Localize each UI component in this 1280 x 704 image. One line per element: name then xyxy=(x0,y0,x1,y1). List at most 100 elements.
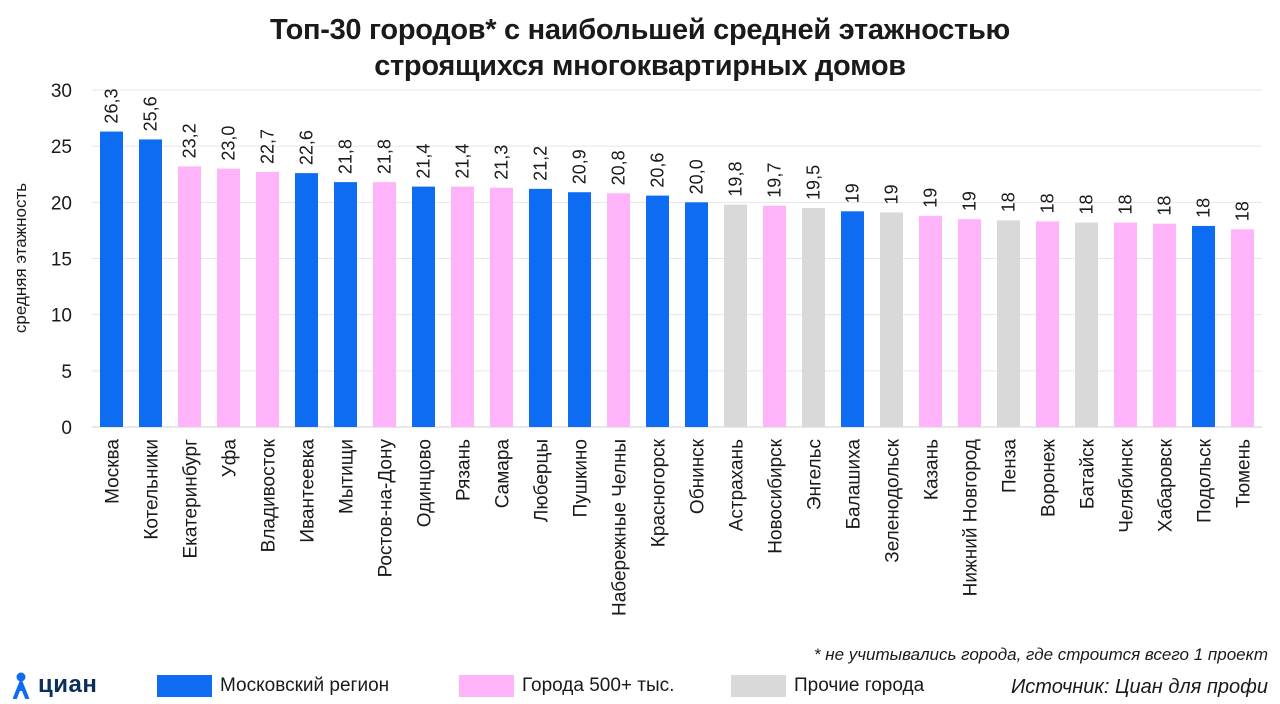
bar xyxy=(1114,222,1137,427)
x-tick-label: Одинцово xyxy=(415,439,436,527)
x-tick-label: Москва xyxy=(103,439,124,504)
bar xyxy=(919,215,942,427)
data-label: 20,8 xyxy=(609,150,629,185)
bar xyxy=(490,187,513,427)
cian-logo: циан xyxy=(8,666,97,704)
x-tick-label: Екатеринбург xyxy=(181,439,202,559)
data-label: 20,9 xyxy=(570,149,590,184)
data-label: 19 xyxy=(921,188,941,208)
data-label: 18 xyxy=(1116,195,1136,215)
bar xyxy=(295,173,318,427)
x-tick-label: Зеленодольск xyxy=(883,438,904,562)
bar xyxy=(724,204,747,427)
bar xyxy=(217,168,240,427)
bar xyxy=(958,219,981,427)
data-label: 19,5 xyxy=(804,165,824,200)
x-tick-label: Воронеж xyxy=(1039,439,1060,517)
data-label: 23,2 xyxy=(180,123,200,158)
x-tick-label: Астрахань xyxy=(727,439,748,531)
x-tick-label: Казань xyxy=(922,439,943,500)
bar xyxy=(1231,229,1254,427)
data-label: 18 xyxy=(1194,198,1214,218)
data-label: 18 xyxy=(1233,201,1253,221)
data-label: 21,8 xyxy=(336,139,356,174)
data-label: 21,8 xyxy=(375,139,395,174)
bar xyxy=(529,188,552,427)
x-tick-label: Обнинск xyxy=(688,438,709,514)
y-tick-label: 10 xyxy=(51,306,72,327)
legend-label-moscow: Московский регион xyxy=(220,675,390,696)
legend-swatch-other xyxy=(731,675,786,697)
bar xyxy=(568,192,591,427)
y-tick-label: 20 xyxy=(51,193,72,214)
bar xyxy=(763,205,786,427)
x-tick-label: Балашиха xyxy=(844,439,865,530)
y-tick-label: 0 xyxy=(61,418,72,439)
data-label: 21,4 xyxy=(453,144,473,179)
x-tick-label: Набережные Челны xyxy=(610,439,631,616)
y-tick-label: 15 xyxy=(51,250,72,271)
x-tick-label: Рязань xyxy=(454,439,475,501)
x-tick-label: Новосибирск xyxy=(766,438,787,553)
bar xyxy=(139,139,162,427)
x-tick-label: Батайск xyxy=(1078,438,1099,509)
bar xyxy=(256,172,279,427)
bar xyxy=(412,186,435,427)
bar xyxy=(802,207,825,427)
bar xyxy=(997,220,1020,427)
data-label: 23,0 xyxy=(219,126,239,161)
bar xyxy=(607,193,630,427)
chart-title-line2: строящихся многоквартирных домов xyxy=(374,50,906,82)
bar xyxy=(373,182,396,427)
bar-chart: 0 5 10 15 20 25 30 средняя этажность 26,3 Москва 2… xyxy=(11,81,1262,616)
y-tick-label: 30 xyxy=(51,81,72,102)
bar xyxy=(1036,221,1059,427)
x-tick-label: Тюмень xyxy=(1234,439,1255,508)
x-tick-label: Котельники xyxy=(142,439,163,540)
data-label: 21,4 xyxy=(414,144,434,179)
source-note: Источник: Циан для профи xyxy=(1010,676,1268,698)
legend-swatch-moscow xyxy=(157,675,212,697)
data-label: 20,6 xyxy=(648,153,668,188)
x-tick-label: Уфа xyxy=(220,439,241,478)
x-tick-label: Ростов-на-Дону xyxy=(376,439,397,578)
y-tick-label: 25 xyxy=(51,137,72,158)
data-label: 21,2 xyxy=(531,146,551,181)
x-tick-label: Хабаровск xyxy=(1156,438,1177,532)
x-tick-label: Подольск xyxy=(1195,438,1216,523)
x-tick-label: Ивантеевка xyxy=(298,439,319,543)
chart-title: Топ-30 городов* с наибольшей средней эта… xyxy=(0,12,1280,84)
x-tick-label: Владивосток xyxy=(259,438,280,552)
legend-item-big: Города 500+ тыс. xyxy=(459,675,674,697)
x-tick-label: Красногорск xyxy=(649,438,670,547)
data-label: 18 xyxy=(1155,196,1175,216)
cian-logo-text: циан xyxy=(38,671,98,698)
bar xyxy=(646,195,669,427)
data-label: 19 xyxy=(882,184,902,204)
x-tick-label: Челябинск xyxy=(1117,438,1138,532)
legend-item-moscow: Московский регион xyxy=(157,675,389,697)
bar xyxy=(1153,223,1176,427)
bar xyxy=(451,186,474,427)
bar xyxy=(841,211,864,427)
bar xyxy=(1075,222,1098,427)
chart-title-line1: Топ-30 городов* с наибольшей средней эта… xyxy=(270,14,1010,46)
data-label: 19 xyxy=(843,183,863,203)
footnote: * не учитывались города, где строится вс… xyxy=(813,645,1268,664)
bar xyxy=(334,182,357,427)
data-label: 21,3 xyxy=(492,145,512,180)
data-label: 25,6 xyxy=(141,96,161,131)
legend-label-big: Города 500+ тыс. xyxy=(522,675,675,696)
legend-label-other: Прочие города xyxy=(794,675,925,696)
cian-logo-icon xyxy=(13,672,29,699)
data-label: 20,0 xyxy=(687,159,707,194)
x-tick-label: Нижний Новгород xyxy=(961,439,982,596)
bar xyxy=(178,166,201,428)
x-tick-label: Самара xyxy=(493,439,514,509)
bar xyxy=(685,202,708,427)
data-label: 22,6 xyxy=(297,130,317,165)
x-tick-label: Пушкино xyxy=(571,439,592,517)
legend-swatch-big xyxy=(459,675,514,697)
data-label: 18 xyxy=(1038,193,1058,213)
data-label: 18 xyxy=(999,192,1019,212)
